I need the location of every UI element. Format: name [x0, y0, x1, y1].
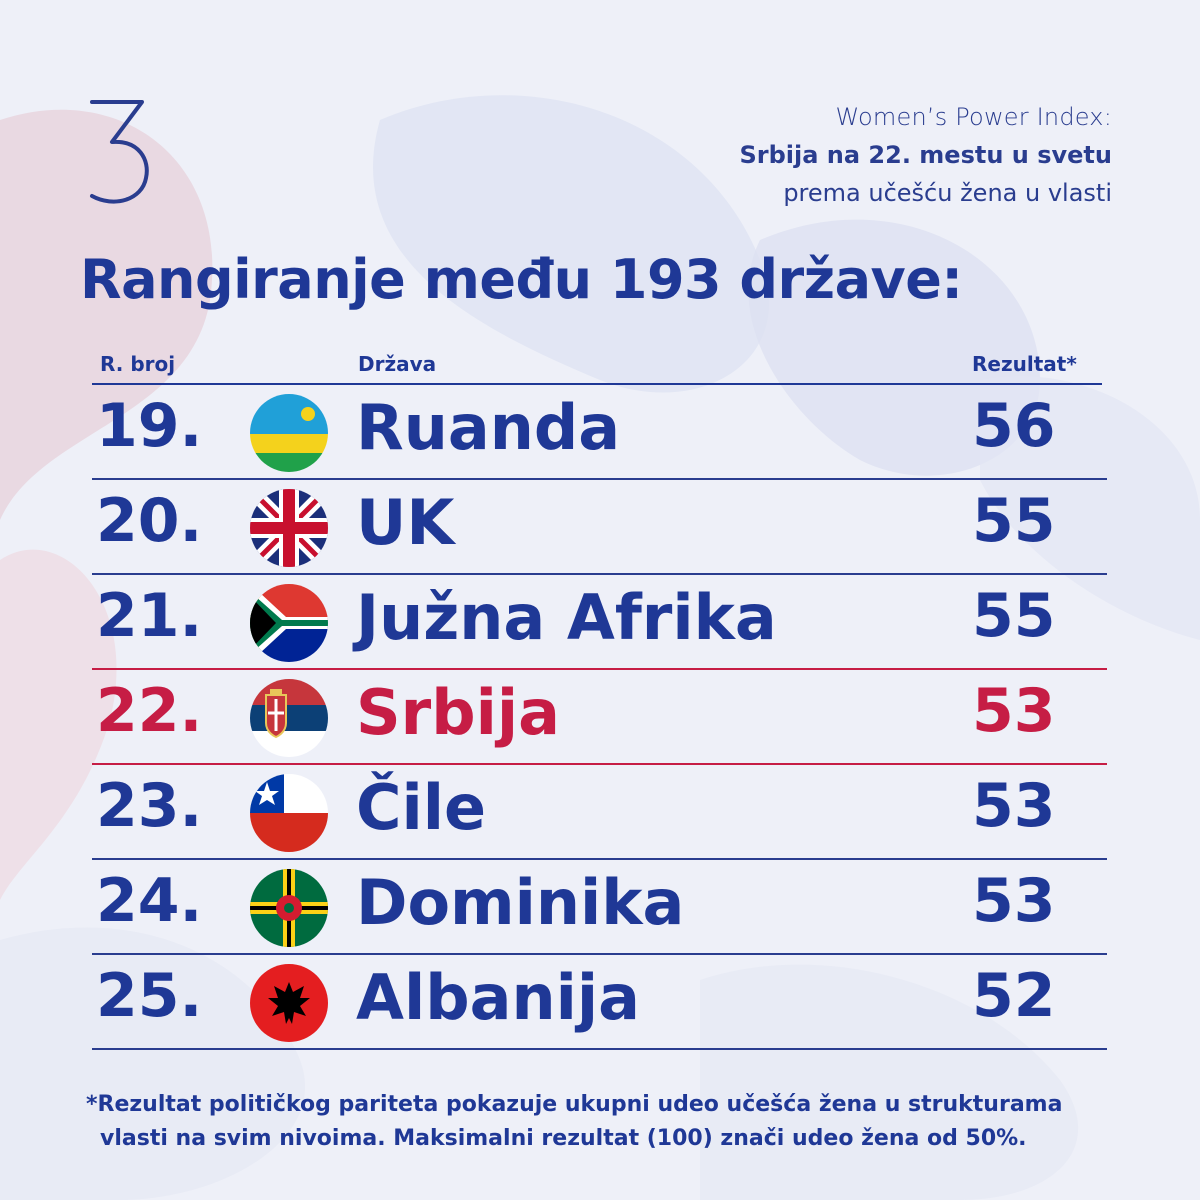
header-line-2: Srbija na 22. mestu u svetu: [739, 141, 1112, 169]
row-divider: [92, 763, 1107, 765]
header-line-1: Women’s Power Index:: [835, 103, 1112, 131]
ranking-table: 19. Ruanda 56 20.: [0, 385, 1200, 1050]
column-header-score: Rezultat*: [972, 352, 1077, 376]
footnote: *Rezultat političkog pariteta pokazuje u…: [86, 1088, 1126, 1156]
row-divider: [92, 478, 1107, 480]
serbia-flag-icon: [250, 679, 328, 757]
row-rank: 20.: [96, 486, 203, 556]
row-score: 53: [972, 676, 1056, 746]
header-subtitle: Women’s Power Index: Srbija na 22. mestu…: [739, 98, 1112, 212]
footnote-line-1: *Rezultat političkog pariteta pokazuje u…: [86, 1092, 1063, 1117]
albania-flag-icon: [250, 964, 328, 1042]
row-score: 52: [972, 961, 1056, 1031]
uk-flag-icon: [250, 489, 328, 567]
chile-flag-icon: [250, 774, 328, 852]
row-rank: 22.: [96, 676, 203, 746]
row-score: 56: [972, 391, 1056, 461]
row-rank: 21.: [96, 581, 203, 651]
row-divider: [92, 573, 1107, 575]
footnote-line-2: vlasti na svim nivoima. Maksimalni rezul…: [100, 1126, 1027, 1151]
column-header-country: Država: [358, 352, 437, 376]
table-row: 20. UK 55: [0, 480, 1200, 575]
row-score: 55: [972, 581, 1056, 651]
row-divider: [92, 668, 1107, 670]
row-score: 55: [972, 486, 1056, 556]
row-country: Albanija: [356, 961, 640, 1034]
row-country: UK: [356, 486, 455, 559]
row-divider: [92, 1048, 1107, 1050]
table-row: 23. Čile 53: [0, 765, 1200, 860]
header-divider: [92, 383, 1102, 385]
table-row-highlighted: 22. Srbija 53: [0, 670, 1200, 765]
table-row: 21. Južna Afrika 55: [0, 575, 1200, 670]
dominica-flag-icon: [250, 869, 328, 947]
row-rank: 23.: [96, 771, 203, 841]
column-header-rank: R. broj: [100, 352, 176, 376]
row-country: Ruanda: [356, 391, 621, 464]
row-rank: 19.: [96, 391, 203, 461]
table-row: 19. Ruanda 56: [0, 385, 1200, 480]
table-row: 25. Albanija 52: [0, 955, 1200, 1050]
row-score: 53: [972, 866, 1056, 936]
row-rank: 25.: [96, 961, 203, 1031]
row-country: Čile: [356, 771, 487, 844]
row-country: Dominika: [356, 866, 685, 939]
brand-logo-icon: [90, 100, 149, 204]
south-africa-flag-icon: [250, 584, 328, 662]
row-score: 53: [972, 771, 1056, 841]
row-divider: [92, 953, 1107, 955]
row-country: Srbija: [356, 676, 560, 749]
row-divider: [92, 858, 1107, 860]
rwanda-flag-icon: [250, 394, 328, 472]
row-country: Južna Afrika: [356, 581, 777, 654]
row-rank: 24.: [96, 866, 203, 936]
header-line-3: prema učešću žena u vlasti: [783, 179, 1112, 207]
table-row: 24. Dominika 53: [0, 860, 1200, 955]
page-title: Rangiranje među 193 države:: [80, 248, 963, 311]
